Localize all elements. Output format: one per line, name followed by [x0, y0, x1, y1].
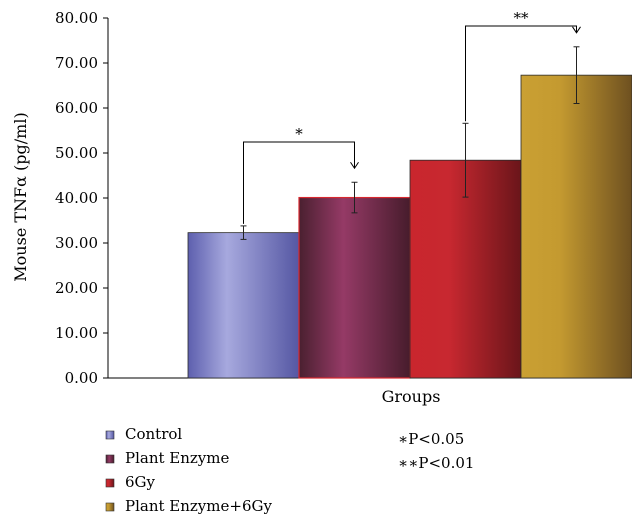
y-tick-label: 60.00 [55, 99, 98, 117]
plot-area: 0.00 10.00 20.00 30.00 40.00 50.00 60.00 70.00 8… [55, 9, 632, 387]
y-tick-label: 10.00 [55, 324, 98, 342]
legend-swatch-2 [105, 454, 115, 464]
y-tick-label: 50.00 [55, 144, 98, 162]
legend-swatch-4 [105, 502, 115, 512]
y-tick-label: 0.00 [65, 369, 98, 387]
y-tick-label: 30.00 [55, 234, 98, 252]
significance-label-1: * [295, 125, 303, 143]
legend-label-1: Control [125, 425, 182, 443]
bar-1 [187, 232, 300, 379]
legend-swatch-3 [105, 478, 115, 488]
y-tick-label: 80.00 [55, 9, 98, 27]
bar-2 [298, 196, 411, 379]
significance-bracket-1 [243, 141, 355, 224]
legend-label-4: Plant Enzyme+6Gy [125, 497, 272, 515]
pvalue-note-2: ∗∗P<0.01 [398, 454, 474, 472]
significance-label-2: ** [514, 9, 530, 27]
significance-arrow-1 [350, 161, 359, 170]
pvalue-note-1: ∗P<0.05 [398, 430, 464, 448]
y-axis-title: Mouse TNFα (pg/ml) [11, 112, 30, 281]
legend-label-3: 6Gy [125, 473, 156, 491]
significance-arrow-2 [572, 26, 581, 34]
y-tick-label: 70.00 [55, 54, 98, 72]
y-tick-label: 20.00 [55, 279, 98, 297]
y-tick-label: 40.00 [55, 189, 98, 207]
legend-label-2: Plant Enzyme [125, 449, 230, 467]
bar-4 [520, 74, 632, 379]
legend-swatch-1 [105, 430, 115, 440]
significance-bracket-2 [465, 25, 577, 122]
x-axis-title: Groups [382, 387, 441, 406]
legend: Control Plant Enzyme 6Gy Plant Enzyme+6Gy [105, 425, 272, 515]
